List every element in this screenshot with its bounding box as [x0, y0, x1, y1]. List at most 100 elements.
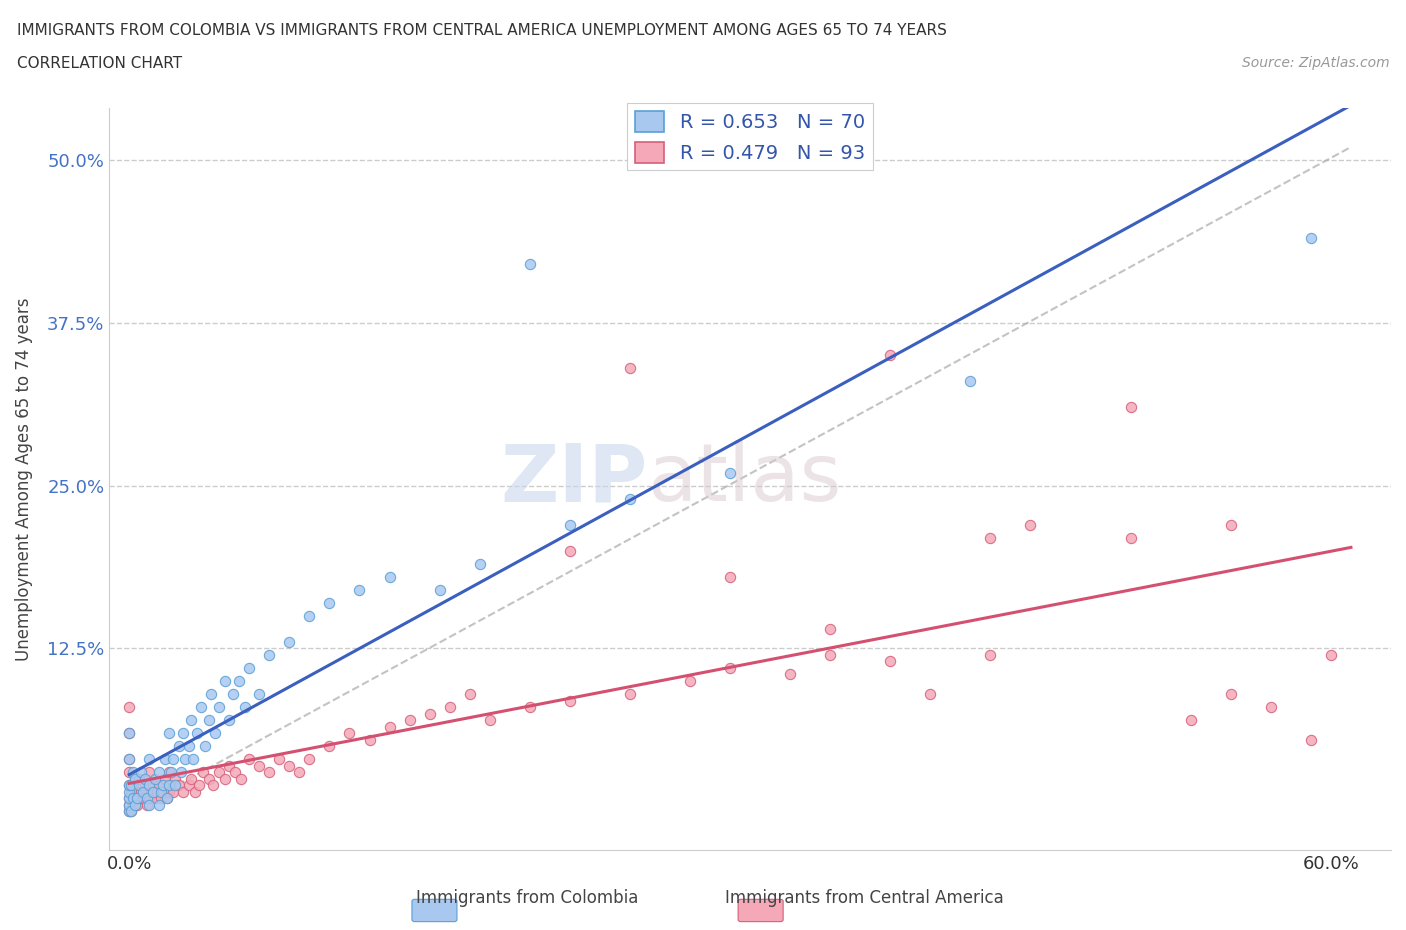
Point	[172, 784, 194, 799]
Point	[180, 771, 202, 786]
Point	[165, 771, 187, 786]
Point	[718, 465, 741, 480]
Point	[152, 784, 174, 799]
Point	[138, 764, 160, 779]
Point	[218, 758, 240, 773]
Point	[339, 725, 361, 740]
Point	[122, 777, 145, 792]
Point	[318, 738, 340, 753]
Point	[152, 777, 174, 792]
Point	[398, 712, 420, 727]
Point	[558, 517, 581, 532]
Text: Immigrants from Central America: Immigrants from Central America	[725, 889, 1004, 907]
Point	[879, 654, 901, 669]
Point	[148, 764, 170, 779]
Point	[127, 790, 149, 805]
Point	[1019, 517, 1042, 532]
Point	[132, 784, 155, 799]
Point	[118, 784, 141, 799]
Point	[269, 751, 291, 766]
Point	[157, 777, 180, 792]
Point	[118, 804, 141, 818]
Point	[124, 790, 146, 805]
Point	[519, 257, 541, 272]
Point	[120, 804, 142, 818]
Point	[619, 491, 641, 506]
Point	[118, 790, 141, 805]
Point	[134, 771, 156, 786]
Point	[468, 556, 491, 571]
Point	[558, 543, 581, 558]
Point	[288, 764, 311, 779]
Point	[259, 647, 281, 662]
Point	[148, 777, 170, 792]
Point	[174, 751, 197, 766]
Point	[148, 797, 170, 812]
Point	[118, 725, 141, 740]
Point	[214, 771, 236, 786]
Point	[155, 771, 177, 786]
Point	[160, 764, 183, 779]
Point	[439, 699, 461, 714]
Point	[124, 771, 146, 786]
Point	[184, 784, 207, 799]
Point	[138, 797, 160, 812]
Point	[718, 660, 741, 675]
Point	[128, 777, 150, 792]
Legend: R = 0.653   N = 70, R = 0.479   N = 93: R = 0.653 N = 70, R = 0.479 N = 93	[627, 103, 873, 170]
Point	[118, 777, 141, 792]
Point	[208, 699, 231, 714]
Point	[134, 777, 156, 792]
Point	[118, 804, 141, 818]
Point	[1180, 712, 1202, 727]
Point	[118, 725, 141, 740]
Point	[118, 790, 141, 805]
Point	[146, 784, 169, 799]
Point	[127, 784, 149, 799]
Point	[136, 790, 159, 805]
Point	[190, 699, 212, 714]
Point	[378, 719, 401, 734]
Point	[186, 725, 208, 740]
Point	[156, 790, 179, 805]
Point	[818, 621, 841, 636]
Point	[157, 764, 180, 779]
Point	[138, 790, 160, 805]
Point	[120, 804, 142, 818]
Point	[359, 732, 381, 747]
Point	[162, 784, 184, 799]
Text: Source: ZipAtlas.com: Source: ZipAtlas.com	[1241, 56, 1389, 70]
Point	[1320, 647, 1343, 662]
Point	[238, 660, 260, 675]
Point	[138, 777, 160, 792]
Point	[128, 771, 150, 786]
Point	[378, 569, 401, 584]
Point	[136, 797, 159, 812]
Point	[128, 790, 150, 805]
Point	[478, 712, 501, 727]
Point	[143, 790, 166, 805]
Text: ZIP: ZIP	[501, 440, 648, 518]
Point	[419, 706, 441, 721]
Point	[1299, 231, 1322, 246]
Point	[122, 764, 145, 779]
Point	[143, 771, 166, 786]
Text: Immigrants from Colombia: Immigrants from Colombia	[416, 889, 638, 907]
Point	[779, 667, 801, 682]
Point	[202, 777, 225, 792]
Point	[180, 712, 202, 727]
Text: CORRELATION CHART: CORRELATION CHART	[17, 56, 181, 71]
Point	[619, 361, 641, 376]
Point	[619, 686, 641, 701]
Point	[879, 348, 901, 363]
Point	[224, 764, 246, 779]
Point	[118, 751, 141, 766]
Point	[122, 797, 145, 812]
Point	[124, 797, 146, 812]
Point	[179, 777, 201, 792]
Point	[167, 777, 190, 792]
Point	[222, 686, 245, 701]
Point	[170, 764, 193, 779]
Point	[141, 784, 163, 799]
Point	[198, 712, 221, 727]
